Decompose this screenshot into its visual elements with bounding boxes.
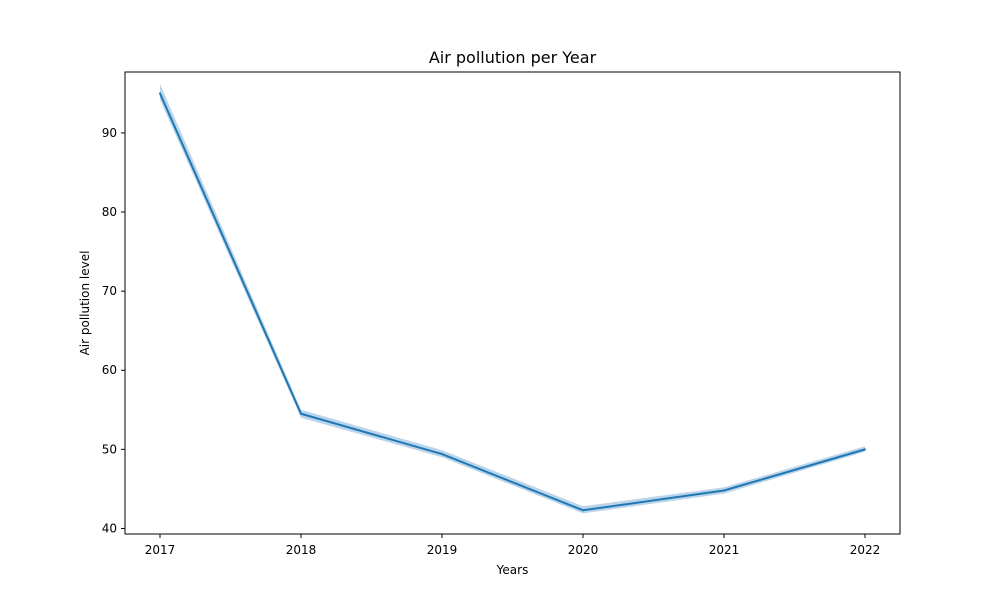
x-axis-label: Years xyxy=(496,563,529,577)
x-tick-label: 2022 xyxy=(850,543,881,557)
x-tick-label: 2020 xyxy=(568,543,599,557)
data-point xyxy=(159,92,161,95)
chart-title: Air pollution per Year xyxy=(429,48,597,67)
data-point xyxy=(723,489,725,492)
y-tick-label: 40 xyxy=(102,521,117,535)
y-tick-label: 60 xyxy=(102,363,117,377)
x-tick-label: 2018 xyxy=(286,543,317,557)
y-axis-label: Air pollution level xyxy=(78,251,92,356)
data-point xyxy=(300,412,302,415)
y-tick-label: 50 xyxy=(102,442,117,456)
plot-frame xyxy=(124,71,901,535)
data-point xyxy=(864,448,866,451)
y-tick-label: 90 xyxy=(102,126,117,140)
x-tick-label: 2021 xyxy=(709,543,740,557)
data-point xyxy=(582,509,584,512)
series-line xyxy=(159,92,866,512)
y-tick-label: 70 xyxy=(102,284,117,298)
data-point xyxy=(441,453,443,456)
x-tick-label: 2017 xyxy=(145,543,176,557)
plot-area xyxy=(125,72,900,534)
y-tick-label: 80 xyxy=(102,205,117,219)
x-tick-label: 2019 xyxy=(427,543,458,557)
